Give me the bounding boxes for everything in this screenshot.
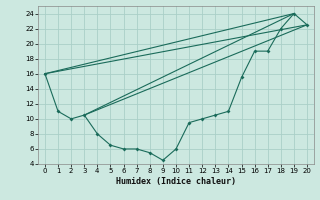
X-axis label: Humidex (Indice chaleur): Humidex (Indice chaleur) <box>116 177 236 186</box>
